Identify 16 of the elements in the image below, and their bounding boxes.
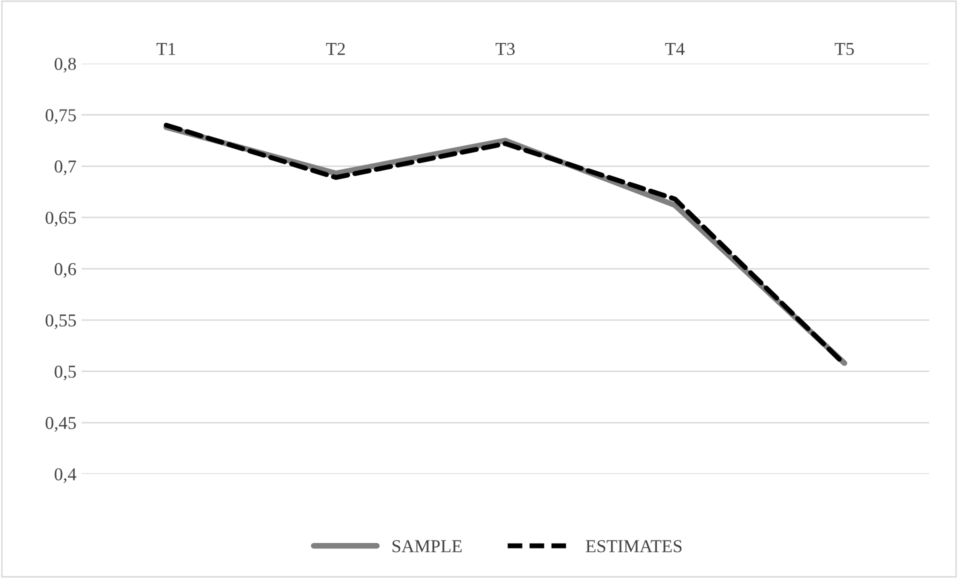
x-tick-label: T3 — [496, 42, 515, 56]
x-tick-label: T2 — [326, 42, 345, 55]
legend-label: SAMPLE — [392, 540, 462, 552]
y-tick-label: 0,45 — [46, 416, 76, 432]
x-tick-label: T1 — [156, 42, 176, 55]
y-tick-label: 0,55 — [46, 314, 76, 330]
x-tick-label: T5 — [834, 43, 854, 56]
legend-label: ESTIMATES — [586, 540, 682, 552]
y-tick-label: 0,6 — [54, 263, 76, 278]
y-tick-label: 0,4 — [54, 468, 76, 483]
y-tick-label: 0,8 — [54, 58, 76, 73]
y-tick-label: 0,5 — [54, 366, 76, 380]
y-tick-label: 0,75 — [46, 109, 76, 124]
x-tick-label: T4 — [665, 42, 685, 55]
y-tick-label: 0,7 — [54, 160, 76, 176]
y-tick-label: 0,65 — [46, 212, 76, 227]
